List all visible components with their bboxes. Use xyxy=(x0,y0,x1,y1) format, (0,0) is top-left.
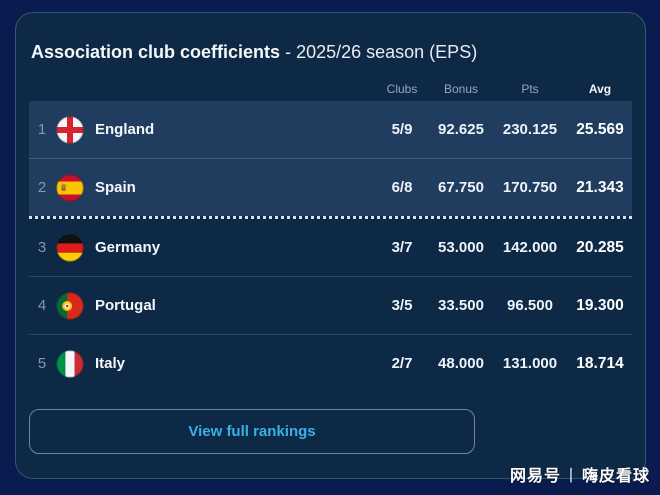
bonus-value: 48.000 xyxy=(438,355,484,372)
table-row-portugal[interactable]: 4 Portugal 3/5 33.500 96.500 xyxy=(29,276,632,334)
country-name: Germany xyxy=(95,239,161,256)
rank-value: 4 xyxy=(37,297,47,314)
clubs-value: 6/8 xyxy=(391,179,413,196)
spain-flag-icon xyxy=(56,174,84,202)
country-name: England xyxy=(95,121,155,138)
bonus-value: 33.500 xyxy=(438,297,484,314)
column-header-avg: Avg xyxy=(588,82,612,96)
view-full-rankings-button[interactable]: View full rankings xyxy=(29,409,475,454)
watermark-divider: 丨 xyxy=(562,468,580,485)
rank-value: 2 xyxy=(37,179,47,196)
germany-flag-icon xyxy=(56,234,84,262)
country-name: Italy xyxy=(95,355,126,372)
column-header-clubs: Clubs xyxy=(386,82,418,96)
column-header-pts: Pts xyxy=(521,82,539,96)
page-title: Association club coefficients - 2025/26 … xyxy=(31,41,632,63)
watermark-name: 嗨皮看球 xyxy=(581,468,650,485)
rank-value: 3 xyxy=(37,239,47,256)
remaining-rows-group: 3 Germany 3/7 53.000 142.000 20.285 4 xyxy=(29,219,632,392)
clubs-value: 2/7 xyxy=(391,355,413,372)
avg-value: 18.714 xyxy=(576,354,624,372)
clubs-value: 3/5 xyxy=(391,297,413,314)
pts-value: 142.000 xyxy=(502,239,558,256)
portugal-flag-icon xyxy=(56,292,84,320)
country-name: Portugal xyxy=(95,297,156,314)
rank-value: 1 xyxy=(37,121,47,138)
pts-value: 170.750 xyxy=(502,179,558,196)
avg-value: 21.343 xyxy=(576,178,624,196)
avg-value: 20.285 xyxy=(576,238,624,256)
watermark-brand: 网易号 xyxy=(509,468,561,485)
bonus-value: 67.750 xyxy=(438,179,484,196)
coefficients-card: Association club coefficients - 2025/26 … xyxy=(15,12,646,479)
table-row-spain[interactable]: 2 Spain 6/8 67.750 170.750 21.343 xyxy=(29,158,632,216)
rank-value: 5 xyxy=(37,355,47,372)
bonus-value: 53.000 xyxy=(438,239,484,256)
qualified-rows-group: 1 England 5/9 92.625 230.125 25.569 2 xyxy=(29,101,632,216)
italy-flag-icon xyxy=(56,350,84,378)
title-suffix: - 2025/26 season (EPS) xyxy=(285,42,478,62)
country-name: Spain xyxy=(95,179,136,196)
title-main: Association club coefficients xyxy=(31,42,281,62)
pts-value: 230.125 xyxy=(502,121,558,138)
table-row-germany[interactable]: 3 Germany 3/7 53.000 142.000 20.285 xyxy=(29,219,632,276)
netease-watermark: 网易号丨嗨皮看球 xyxy=(510,462,650,486)
pts-value: 96.500 xyxy=(507,297,553,314)
clubs-value: 5/9 xyxy=(391,121,413,138)
avg-value: 19.300 xyxy=(576,296,624,314)
clubs-value: 3/7 xyxy=(391,239,413,256)
england-flag-icon xyxy=(56,116,84,144)
column-header-bonus: Bonus xyxy=(443,82,479,96)
pts-value: 131.000 xyxy=(502,355,558,372)
table-header: Clubs Bonus Pts Avg xyxy=(29,79,632,96)
table-row-italy[interactable]: 5 Italy 2/7 48.000 131.000 18.714 xyxy=(29,334,632,392)
table-row-england[interactable]: 1 England 5/9 92.625 230.125 25.569 xyxy=(29,101,632,158)
bonus-value: 92.625 xyxy=(438,121,484,138)
avg-value: 25.569 xyxy=(576,120,624,138)
qualification-cutoff-divider xyxy=(29,216,632,219)
